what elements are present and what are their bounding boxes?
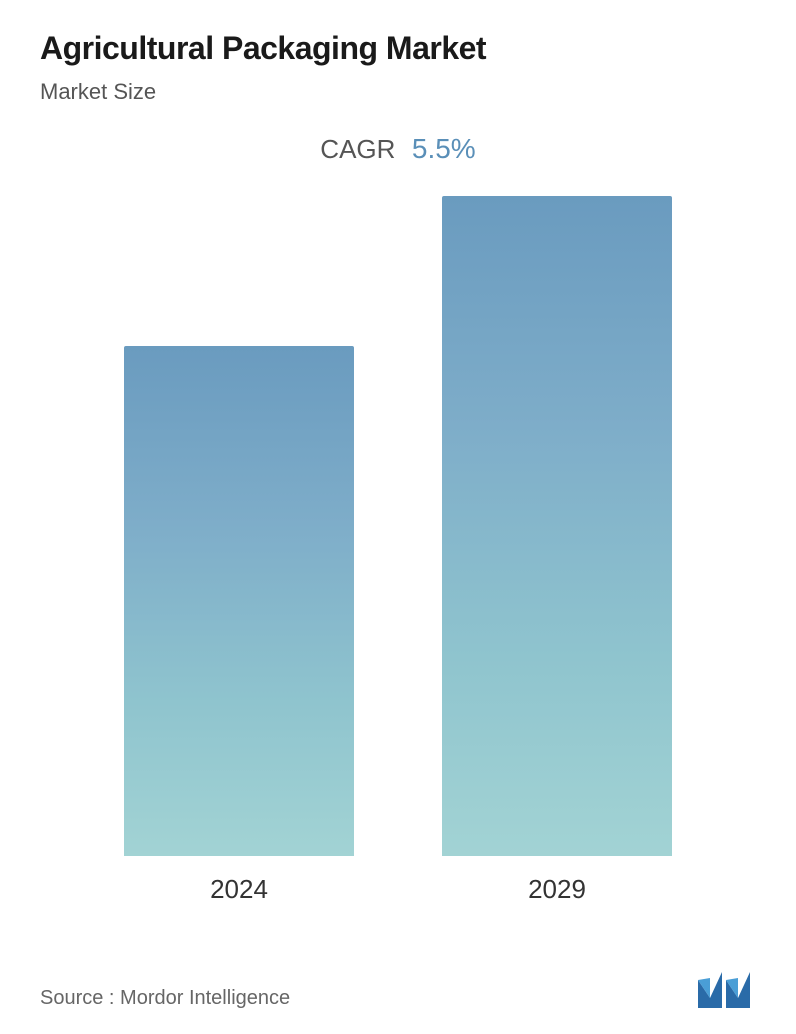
- bar: [124, 346, 354, 856]
- bar-label: 2024: [210, 874, 268, 905]
- source-label: Source : Mordor Intelligence: [40, 987, 290, 1010]
- page-subtitle: Market Size: [40, 79, 756, 105]
- page-title: Agricultural Packaging Market: [40, 30, 756, 67]
- footer: Source : Mordor Intelligence: [40, 970, 756, 1010]
- cagr-label: CAGR: [320, 134, 395, 164]
- bar-label: 2029: [528, 874, 586, 905]
- cagr-value: 5.5%: [412, 133, 476, 164]
- bar-chart: 2024 2029: [40, 225, 756, 905]
- cagr-row: CAGR 5.5%: [40, 133, 756, 165]
- bar: [442, 196, 672, 856]
- logo-icon: [696, 970, 756, 1010]
- bar-group: 2029: [427, 196, 687, 905]
- bar-group: 2024: [109, 346, 369, 905]
